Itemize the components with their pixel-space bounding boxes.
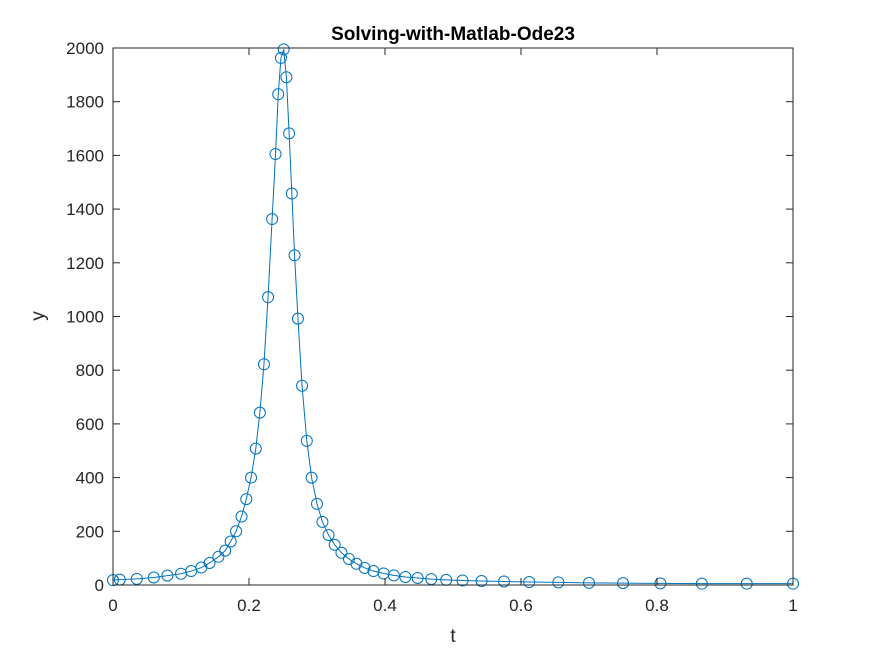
y-tick-label: 800 [76,361,104,380]
series-line [112,49,793,585]
y-tick-label: 1400 [66,200,104,219]
data-point [230,525,243,538]
data-point [283,127,296,140]
data-point [456,574,469,587]
data-point [280,71,293,84]
y-tick-label: 600 [76,415,104,434]
data-point [219,544,232,557]
data-point [475,574,488,587]
data-point [203,556,216,569]
y-axis: 0 200 400 600 800 1000 1200 1400 1600 1800 2000 [66,39,793,595]
data-point [328,538,341,551]
data-point [399,570,412,583]
data-point [740,577,753,590]
data-point [411,572,424,585]
y-axis-label: y [28,311,49,321]
data-point [387,569,400,582]
data-point [253,406,266,419]
data-point [274,51,287,64]
data-point [296,379,309,392]
y-tick-label: 1600 [66,146,104,165]
data-point [269,148,282,161]
y-tick-label: 200 [76,522,104,541]
data-point [316,515,329,528]
data-point [583,576,595,589]
data-point [224,535,237,548]
y-tick-label: 1000 [66,308,104,327]
data-point [235,510,248,523]
data-point [257,358,270,371]
data-point [322,529,335,542]
data-point [285,187,298,200]
data-point [212,550,225,563]
data-point [291,312,304,325]
y-tick-label: 1800 [66,93,104,112]
y-tick-label: 400 [76,469,104,488]
x-tick-label: 1 [788,596,797,615]
y-tick-label: 1200 [66,254,104,273]
data-point [130,572,143,585]
x-axis-label: t [450,626,456,647]
x-tick-label: 0.8 [645,596,669,615]
data-point [335,546,348,559]
data-point [523,576,536,589]
data-point [240,493,253,506]
x-axis: 0 0.2 0.4 0.6 0.8 1 [108,48,798,615]
data-point [695,577,708,590]
x-tick-label: 0 [108,596,117,615]
x-tick-label: 0.4 [373,596,397,615]
data-point [552,576,565,589]
plot-area [113,48,793,585]
data-point [288,249,301,262]
data-point [277,43,290,56]
data-point [300,434,313,447]
data-point [654,577,667,590]
data-point [272,88,285,101]
chart-title: Solving-with-Matlab-Ode23 [331,24,575,45]
y-tick-label: 0 [95,576,104,595]
y-tick-label: 2000 [66,39,104,58]
x-tick-label: 0.2 [237,596,261,615]
data-point [498,575,510,588]
data-point [311,497,323,510]
data-point [245,471,258,484]
data-layer [107,43,799,590]
data-point [617,577,629,590]
data-point [161,569,174,582]
data-point [305,471,318,484]
data-point [358,561,371,574]
x-tick-label: 0.6 [509,596,533,615]
data-point [147,571,160,584]
data-point [262,291,275,304]
data-point [350,557,363,570]
data-point [249,442,262,455]
data-point [266,213,279,226]
